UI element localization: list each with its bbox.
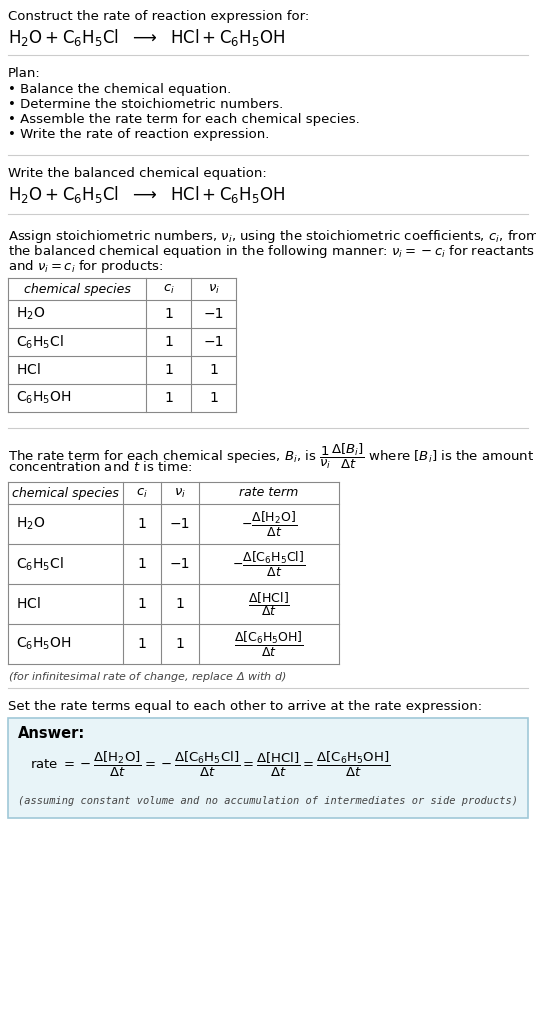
- Text: 1: 1: [138, 637, 146, 651]
- Text: $-\dfrac{\Delta[\mathregular{H_2O}]}{\Delta t}$: $-\dfrac{\Delta[\mathregular{H_2O}]}{\De…: [241, 510, 297, 539]
- Text: • Balance the chemical equation.: • Balance the chemical equation.: [8, 83, 231, 96]
- Text: −1: −1: [170, 517, 190, 531]
- Text: 1: 1: [176, 597, 184, 611]
- Text: chemical species: chemical species: [24, 283, 130, 296]
- Text: 1: 1: [209, 391, 218, 406]
- Text: 1: 1: [138, 517, 146, 531]
- Text: (assuming constant volume and no accumulation of intermediates or side products): (assuming constant volume and no accumul…: [18, 796, 518, 806]
- Text: $\mathregular{C_6H_5Cl}$: $\mathregular{C_6H_5Cl}$: [16, 555, 64, 572]
- Text: Assign stoichiometric numbers, $\nu_i$, using the stoichiometric coefficients, $: Assign stoichiometric numbers, $\nu_i$, …: [8, 228, 536, 245]
- Text: $\mathregular{HCl}$: $\mathregular{HCl}$: [16, 597, 41, 611]
- Text: 1: 1: [164, 362, 173, 377]
- Text: $\mathregular{H_2O}$: $\mathregular{H_2O}$: [16, 516, 45, 532]
- Text: 1: 1: [209, 362, 218, 377]
- Text: 1: 1: [164, 307, 173, 321]
- Text: Construct the rate of reaction expression for:: Construct the rate of reaction expressio…: [8, 10, 309, 23]
- Text: $\mathregular{H_2O}$: $\mathregular{H_2O}$: [16, 306, 45, 323]
- Text: $c_i$: $c_i$: [136, 486, 148, 500]
- Text: 1: 1: [176, 637, 184, 651]
- Text: chemical species: chemical species: [12, 486, 119, 500]
- Text: (for infinitesimal rate of change, replace Δ with $d$): (for infinitesimal rate of change, repla…: [8, 670, 287, 684]
- Text: $\mathregular{C_6H_5Cl}$: $\mathregular{C_6H_5Cl}$: [16, 333, 64, 350]
- Text: $\nu_i$: $\nu_i$: [174, 486, 186, 500]
- Text: 1: 1: [138, 597, 146, 611]
- Text: concentration and $t$ is time:: concentration and $t$ is time:: [8, 460, 192, 474]
- Text: Answer:: Answer:: [18, 726, 85, 741]
- Text: $\mathregular{C_6H_5OH}$: $\mathregular{C_6H_5OH}$: [16, 390, 71, 407]
- Text: 1: 1: [164, 335, 173, 349]
- Text: • Assemble the rate term for each chemical species.: • Assemble the rate term for each chemic…: [8, 113, 360, 126]
- Text: $\nu_i$: $\nu_i$: [207, 283, 219, 296]
- Text: • Determine the stoichiometric numbers.: • Determine the stoichiometric numbers.: [8, 98, 283, 111]
- Text: $\mathregular{H_2O + C_6H_5Cl}$  $\longrightarrow$  $\mathregular{HCl + C_6H_5OH: $\mathregular{H_2O + C_6H_5Cl}$ $\longri…: [8, 27, 285, 48]
- Text: −1: −1: [170, 557, 190, 571]
- Text: the balanced chemical equation in the following manner: $\nu_i = -c_i$ for react: the balanced chemical equation in the fo…: [8, 243, 535, 260]
- Text: rate $= -\dfrac{\Delta[\mathregular{H_2O}]}{\Delta t}$$ = -\dfrac{\Delta[\mathre: rate $= -\dfrac{\Delta[\mathregular{H_2O…: [30, 750, 390, 779]
- FancyBboxPatch shape: [8, 718, 528, 818]
- Text: $-\dfrac{\Delta[\mathregular{C_6H_5Cl}]}{\Delta t}$: $-\dfrac{\Delta[\mathregular{C_6H_5Cl}]}…: [233, 550, 306, 579]
- Text: $\mathregular{H_2O + C_6H_5Cl}$  $\longrightarrow$  $\mathregular{HCl + C_6H_5OH: $\mathregular{H_2O + C_6H_5Cl}$ $\longri…: [8, 184, 285, 205]
- Text: −1: −1: [203, 335, 224, 349]
- Text: $\mathregular{HCl}$: $\mathregular{HCl}$: [16, 362, 41, 378]
- Text: • Write the rate of reaction expression.: • Write the rate of reaction expression.: [8, 128, 270, 141]
- Text: Write the balanced chemical equation:: Write the balanced chemical equation:: [8, 167, 267, 180]
- Text: and $\nu_i = c_i$ for products:: and $\nu_i = c_i$ for products:: [8, 258, 163, 275]
- Text: Set the rate terms equal to each other to arrive at the rate expression:: Set the rate terms equal to each other t…: [8, 700, 482, 713]
- Text: $\dfrac{\Delta[\mathregular{C_6H_5OH}]}{\Delta t}$: $\dfrac{\Delta[\mathregular{C_6H_5OH}]}{…: [234, 630, 304, 658]
- Text: 1: 1: [164, 391, 173, 406]
- Text: Plan:: Plan:: [8, 67, 41, 80]
- Text: $\mathregular{C_6H_5OH}$: $\mathregular{C_6H_5OH}$: [16, 636, 71, 652]
- Text: rate term: rate term: [240, 486, 299, 500]
- Text: −1: −1: [203, 307, 224, 321]
- Text: 1: 1: [138, 557, 146, 571]
- Text: The rate term for each chemical species, $B_i$, is $\dfrac{1}{\nu_i}\dfrac{\Delt: The rate term for each chemical species,…: [8, 442, 534, 471]
- Text: $c_i$: $c_i$: [162, 283, 174, 296]
- Text: $\dfrac{\Delta[\mathregular{HCl}]}{\Delta t}$: $\dfrac{\Delta[\mathregular{HCl}]}{\Delt…: [248, 590, 290, 617]
